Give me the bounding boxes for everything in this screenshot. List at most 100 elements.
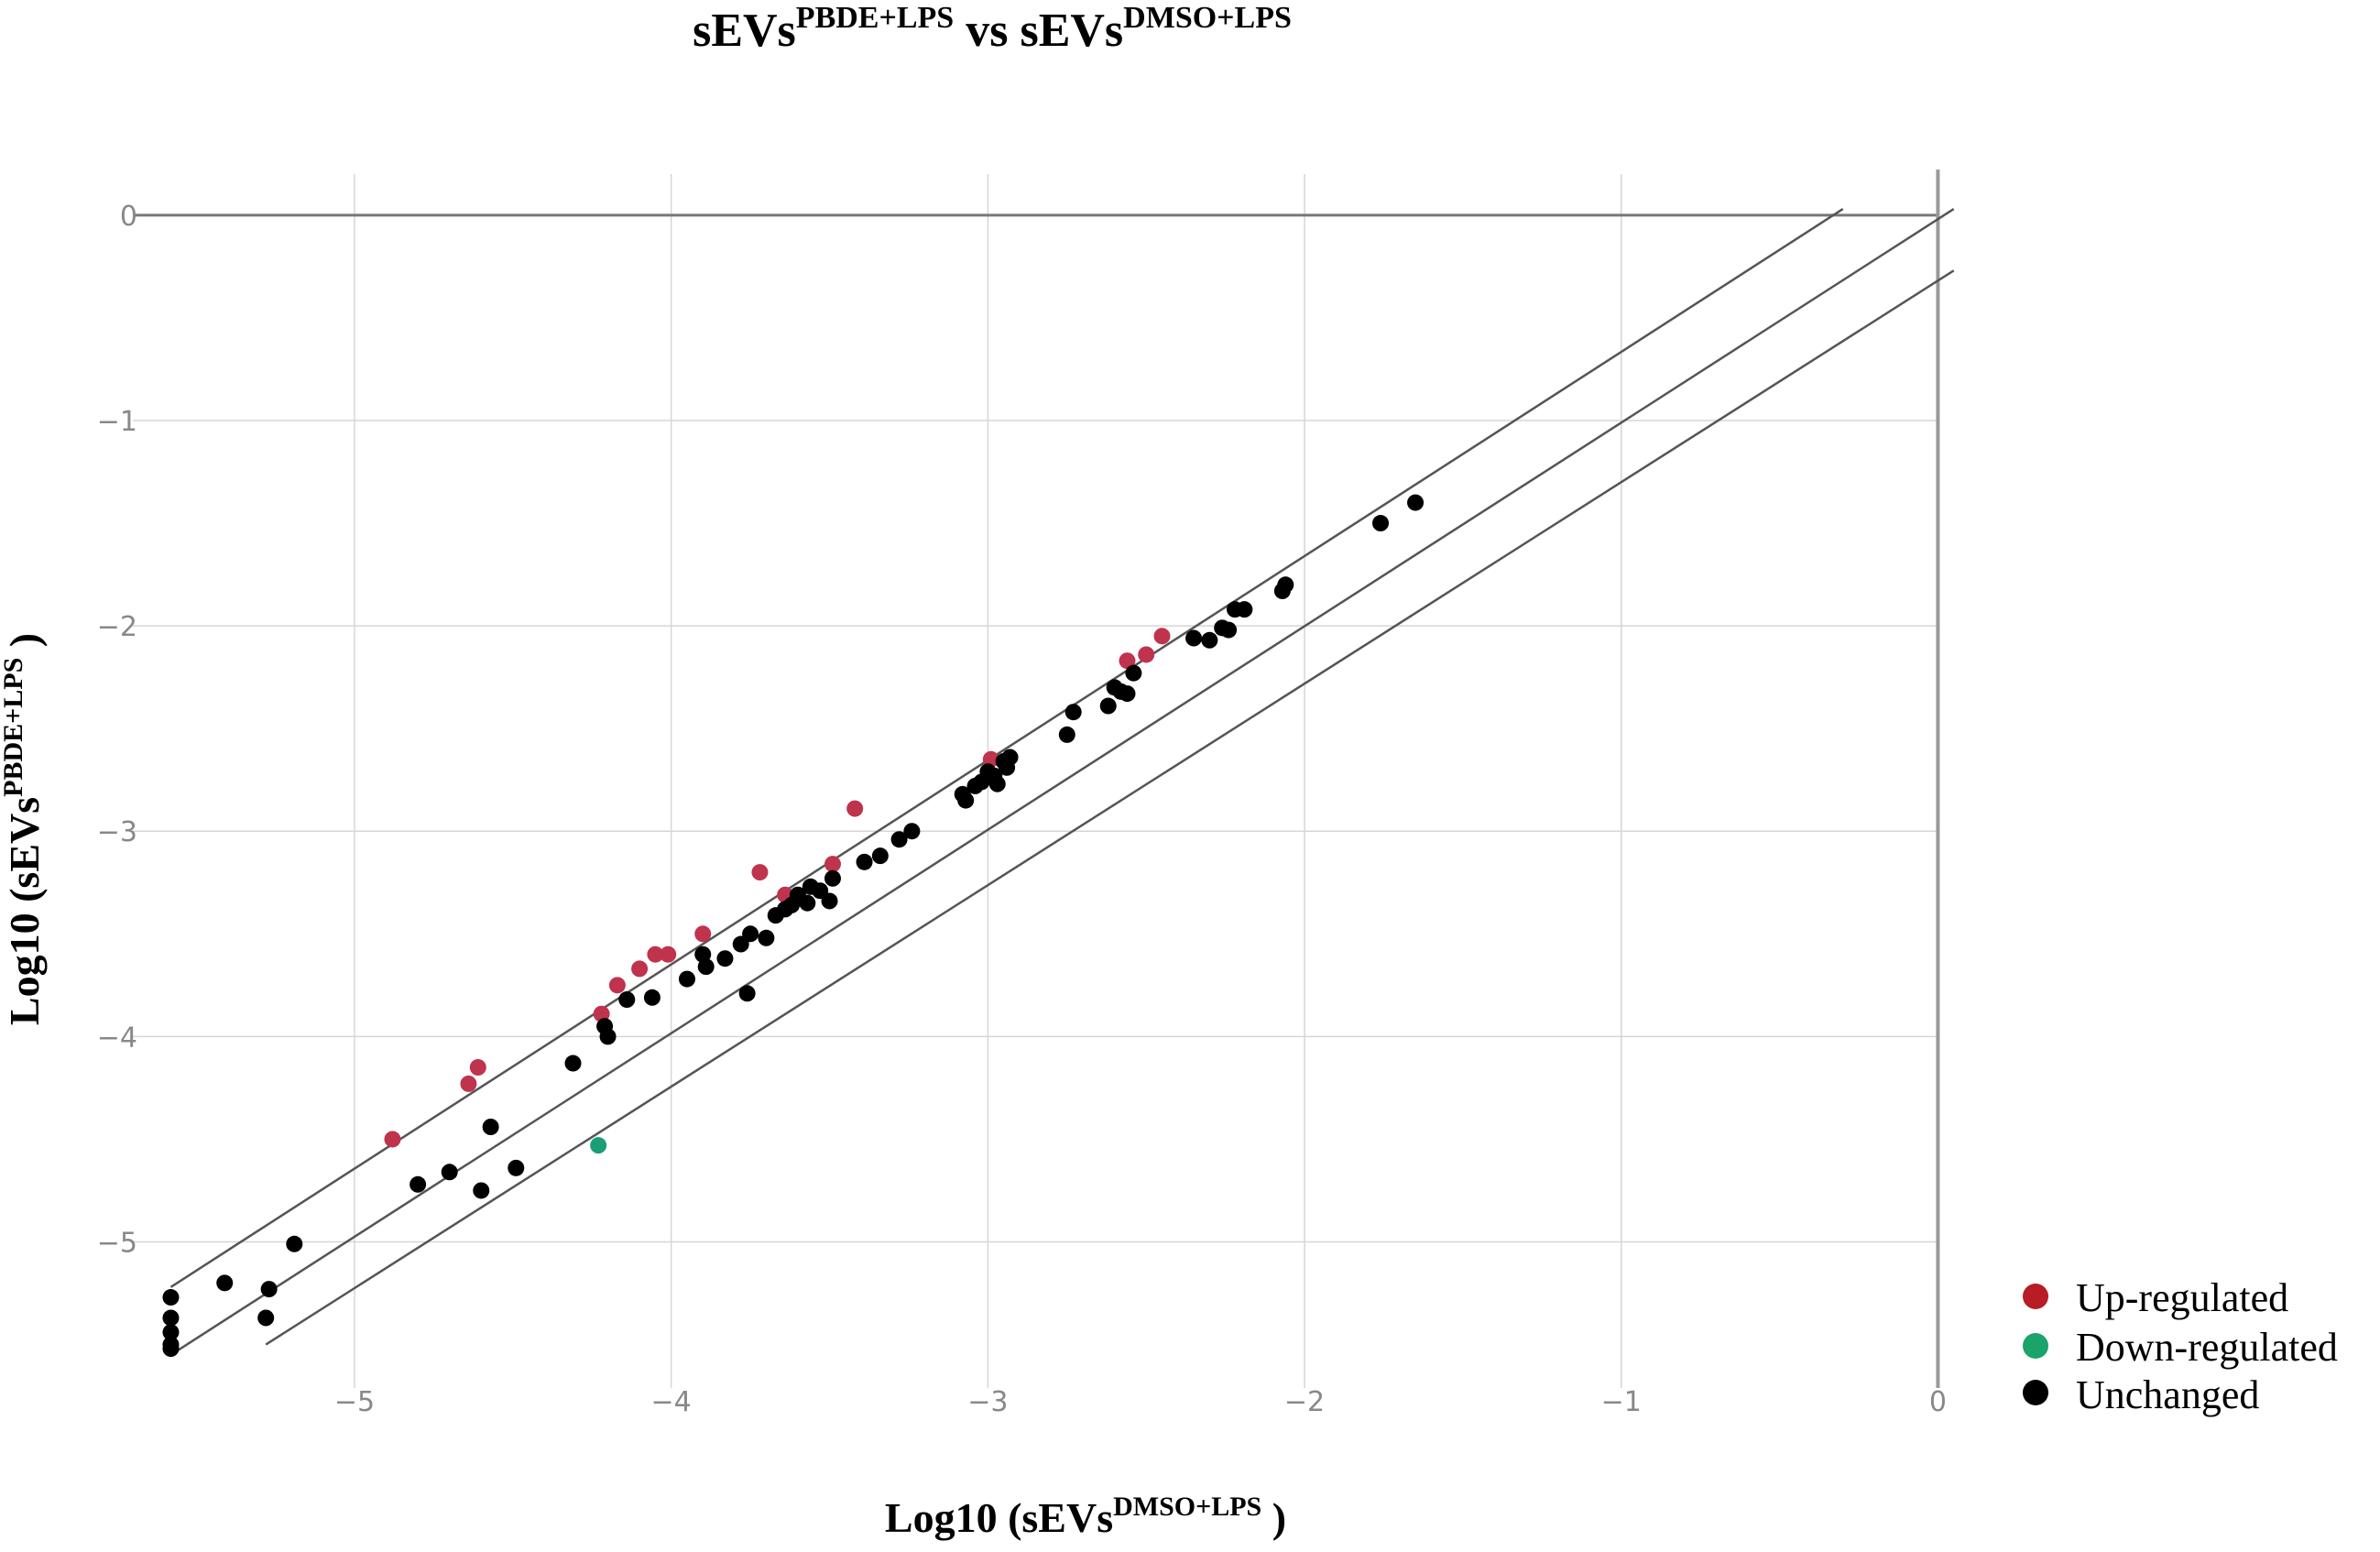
zero-axis-lines [133,169,1940,1388]
data-point-up-regulated [460,1075,477,1092]
data-point-unchanged [988,775,1006,792]
data-point-unchanged [618,991,636,1009]
data-point-unchanged [678,970,695,988]
data-point-unchanged [473,1182,490,1199]
data-point-unchanged [409,1175,427,1193]
data-point-unchanged [1099,697,1117,715]
data-point-unchanged [1185,629,1203,647]
y-tick-label: 0 [120,201,137,233]
data-point-unchanged [1220,621,1238,639]
legend-item-up-regulated: Up-regulated [2023,1275,2288,1320]
data-point-unchanged [260,1281,278,1298]
data-point-unchanged [758,929,775,946]
data-point-unchanged [957,792,975,809]
data-point-down-regulated [590,1137,607,1154]
data-point-unchanged [286,1235,303,1252]
legend-label-up-regulated: Up-regulated [2076,1275,2288,1320]
data-point-up-regulated [384,1131,401,1148]
title-superscript-2: DMSO+LPS [1123,1,1292,35]
legend-marker-unchanged [2023,1380,2048,1405]
y-axis-label: Log10 (sEVsPBDE+LPS ) [0,633,48,1025]
data-point-up-regulated [982,750,999,768]
data-point-up-regulated [824,856,841,873]
data-point-unchanged [821,892,838,910]
x-tick-label: 0 [1929,1386,1947,1418]
y-axis-label-superscript: PBDE+LPS [0,658,28,797]
data-point-unchanged [1064,704,1082,721]
x-axis-label-superscript: DMSO+LPS [1113,1492,1261,1522]
data-point-unchanged [1407,494,1425,511]
y-axis-label-prefix: Log10 (sEVs [1,797,48,1025]
data-point-up-regulated [1119,652,1136,670]
data-point-unchanged [162,1340,180,1358]
reference-line [265,269,1955,1346]
data-point-unchanged [871,847,889,865]
data-point-unchanged [1236,601,1253,618]
data-point-up-regulated [631,960,649,978]
legend-marker-down-regulated [2023,1333,2048,1359]
data-point-unchanged [162,1309,180,1327]
x-tick-label: −5 [334,1386,375,1418]
data-point-unchanged [1125,664,1142,682]
x-tick-labels: −5 −4 −3 −2 −1 0 [334,1386,1947,1418]
data-point-unchanged [1201,631,1218,649]
data-point-up-regulated [751,864,769,881]
title-base: sEVs [693,5,796,57]
data-point-unchanged [1119,685,1136,703]
data-point-unchanged [742,925,759,943]
title-superscript: PBDE+LPS [796,1,954,35]
data-point-up-regulated [647,945,664,963]
data-point-up-regulated [593,1005,610,1022]
data-point-unchanged [599,1028,617,1045]
fold-change-reference-lines [169,208,1955,1356]
legend-label-unchanged: Unchanged [2076,1372,2259,1417]
data-point-unchanged [564,1055,582,1072]
data-point-unchanged [799,894,816,912]
data-point-up-regulated [846,800,864,817]
data-point-unchanged [738,985,756,1002]
data-point-unchanged [216,1274,234,1292]
legend-marker-up-regulated [2023,1284,2048,1309]
x-tick-label: −4 [651,1386,692,1418]
data-point-unchanged [643,989,661,1006]
reference-line [169,208,1844,1288]
data-point-unchanged [482,1119,499,1135]
data-point-unchanged [508,1159,525,1176]
data-point-unchanged [697,958,715,976]
data-point-unchanged [162,1289,180,1306]
x-axis-label: Log10 (sEVsDMSO+LPS ) [885,1492,1286,1541]
data-point-unchanged [716,950,734,967]
data-point-unchanged [1058,726,1075,743]
data-points [162,494,1425,1358]
data-point-unchanged [903,823,921,840]
data-point-unchanged [1001,749,1019,766]
chart-title: sEVsPBDE+LPS vs sEVsDMSO+LPS [693,1,1292,57]
data-point-up-regulated [608,977,626,994]
grid-lines [133,174,1938,1388]
x-tick-label: −3 [967,1386,1008,1418]
data-point-unchanged [1277,576,1294,594]
data-point-unchanged [257,1309,275,1327]
data-point-up-regulated [694,925,712,943]
y-tick-label: −5 [97,1228,137,1260]
y-tick-labels: 0 −1 −2 −3 −4 −5 [97,201,137,1260]
legend: Up-regulated Down-regulated Unchanged [2023,1275,2338,1417]
legend-item-down-regulated: Down-regulated [2023,1325,2338,1370]
data-point-unchanged [856,853,873,870]
x-tick-label: −2 [1284,1386,1325,1418]
y-tick-label: −1 [97,406,137,438]
reference-line [169,208,1955,1356]
y-tick-label: −2 [97,611,137,643]
data-point-unchanged [441,1164,458,1181]
data-point-unchanged [162,1324,180,1341]
data-point-unchanged [824,869,841,887]
data-point-up-regulated [469,1059,486,1076]
y-axis-label-suffix: ) [1,633,48,658]
x-axis-label-prefix: Log10 (sEVs [885,1494,1113,1541]
legend-label-down-regulated: Down-regulated [2076,1325,2338,1370]
data-point-up-regulated [1138,646,1155,663]
data-point-unchanged [694,945,712,963]
data-point-up-regulated [660,945,677,963]
data-point-unchanged [1372,515,1390,532]
